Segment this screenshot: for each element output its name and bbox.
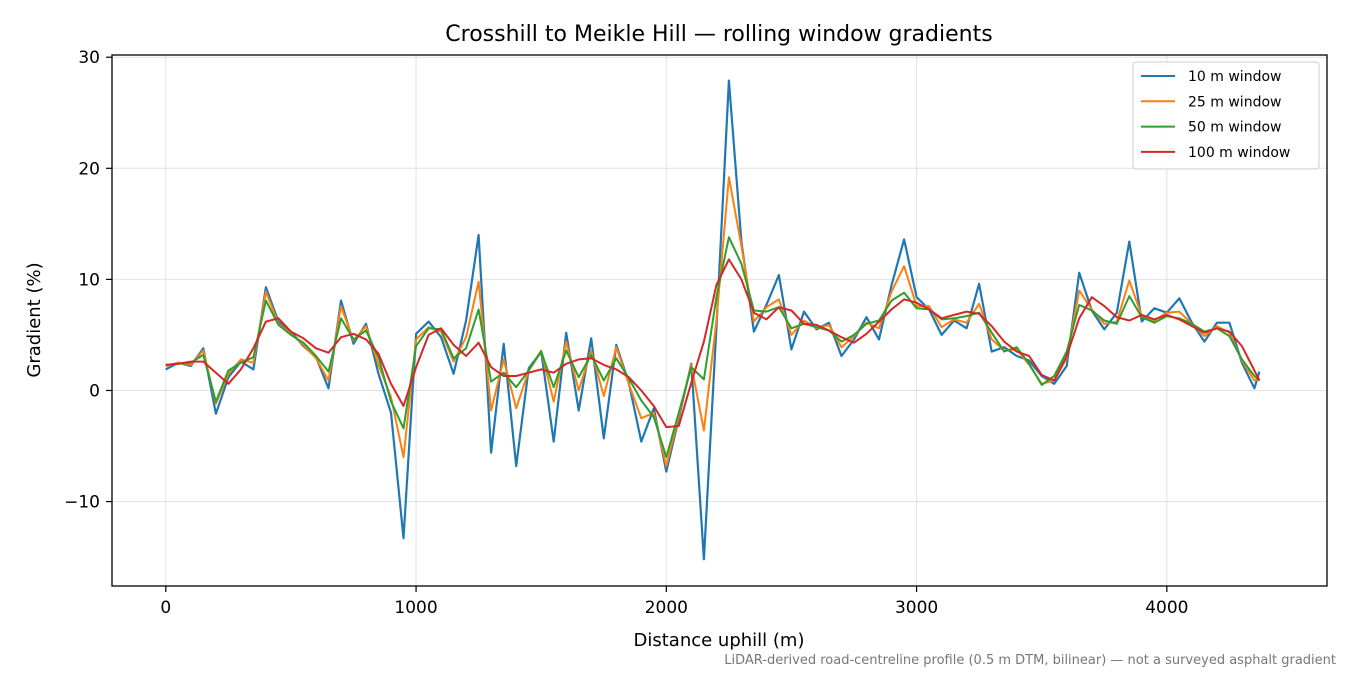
- x-tick-label: 0: [160, 598, 171, 618]
- legend-box: [1132, 61, 1320, 170]
- y-tick-label: 30: [78, 48, 100, 68]
- x-tick-label: 4000: [1145, 598, 1188, 618]
- plot-frame: [111, 54, 1328, 587]
- x-tick-label: 2000: [645, 598, 688, 618]
- y-tick-label: 0: [89, 381, 100, 401]
- series-line-2: [165, 176, 1260, 467]
- x-tick-label: 3000: [895, 598, 938, 618]
- grid: [112, 55, 1327, 586]
- series-layer: [165, 79, 1261, 561]
- y-tick-label: −10: [64, 493, 100, 513]
- legend-label: 50 m window: [1188, 120, 1281, 136]
- legend-label: 100 m window: [1188, 145, 1290, 161]
- x-tick-label: 1000: [394, 598, 437, 618]
- y-axis-ticks: −10 0 10 20 30: [64, 48, 112, 513]
- y-axis-label: Gradient (%): [24, 262, 45, 377]
- footnote: LiDAR-derived road-centreline profile (0…: [724, 653, 1336, 668]
- y-tick-label: 10: [78, 270, 100, 290]
- y-tick-label: 20: [78, 159, 100, 179]
- chart-title: Crosshill to Meikle Hill — rolling windo…: [445, 22, 992, 47]
- x-axis-label: Distance uphill (m): [634, 630, 805, 651]
- series-line-3: [165, 236, 1261, 459]
- legend-label: 25 m window: [1188, 94, 1281, 110]
- x-axis-ticks: 0 1000 2000 3000 4000: [160, 586, 1188, 618]
- series-line-4: [165, 258, 1261, 429]
- legend-label: 10 m window: [1188, 69, 1281, 85]
- legend: 10 m window 25 m window 50 m window 100 m w…: [1132, 61, 1320, 170]
